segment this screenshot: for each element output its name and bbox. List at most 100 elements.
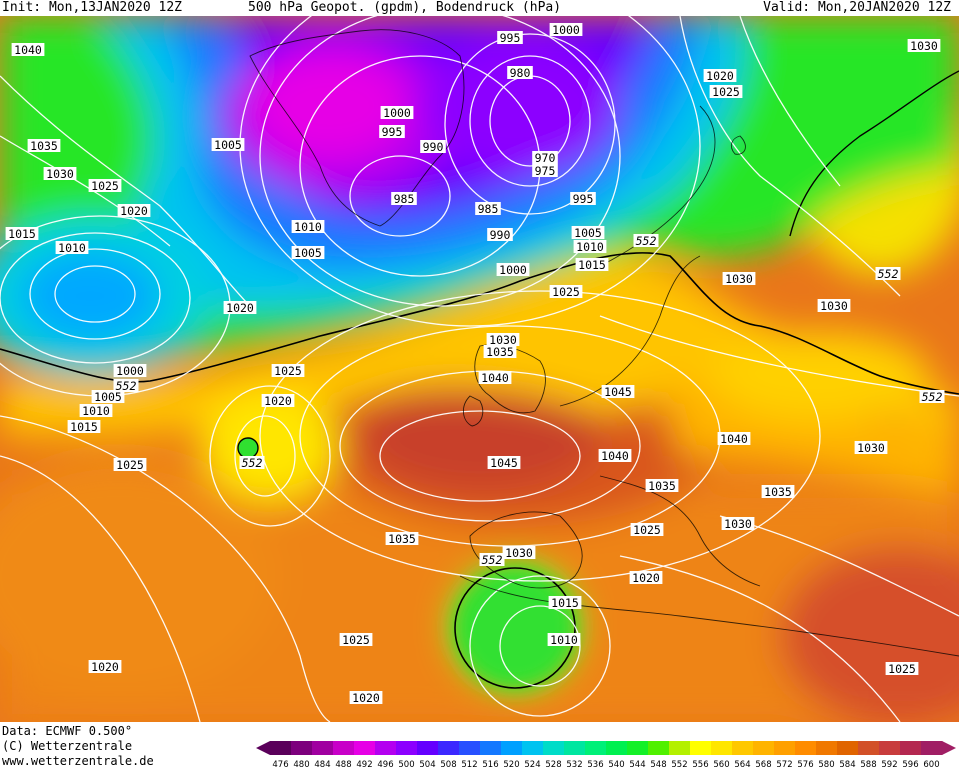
height-label: 552	[919, 390, 945, 404]
scale-cell	[627, 741, 649, 755]
isobar-label-text: 1025	[342, 633, 370, 647]
isobar-label-text: 1040	[720, 432, 748, 446]
isobar-label-text: 1005	[94, 390, 122, 404]
isobar-label: 1020	[88, 660, 122, 674]
scale-arrow-left	[256, 741, 270, 755]
isobar-label-text: 1015	[578, 258, 606, 272]
color-scale: 476 480 484 488 492 496 500 504 508 512 516 520 524 5…	[256, 741, 956, 770]
isobar-label-text: 985	[478, 202, 499, 216]
contour-552-east	[789, 70, 959, 237]
isobar-label-text: 1030	[46, 167, 74, 181]
isobar-label-text: 1040	[481, 371, 509, 385]
scale-cell	[879, 741, 901, 755]
scale-cell	[816, 741, 838, 755]
valid-time: Valid: Mon,20JAN2020 12Z	[763, 0, 951, 15]
scale-label: 532	[566, 760, 582, 770]
isobar-label: 1040	[11, 43, 45, 57]
isobar-label: 1020	[117, 204, 151, 218]
scale-cell	[480, 741, 502, 755]
isobar-label-text: 1035	[648, 479, 676, 493]
scale-cell	[921, 741, 943, 755]
coastlines	[249, 29, 959, 657]
isobar-label: 980	[507, 66, 533, 80]
scale-label: 492	[356, 760, 372, 770]
scale-label: 540	[608, 760, 624, 770]
height-label: 552	[239, 456, 265, 470]
isobar-label: 995	[497, 31, 523, 45]
isobar-label-text: 1000	[499, 263, 527, 277]
isobar-label-text: 1030	[505, 546, 533, 560]
scale-label: 520	[503, 760, 519, 770]
isobar-label-text: 1015	[8, 227, 36, 241]
isobar-label-text: 1025	[712, 85, 740, 99]
scale-cell	[606, 741, 628, 755]
isobar-label: 1030	[502, 546, 536, 560]
isobar-label-text: 1025	[888, 662, 916, 676]
scale-label: 524	[524, 760, 540, 770]
isobar-label-text: 1000	[552, 23, 580, 37]
scale-label: 552	[671, 760, 687, 770]
isobar-label-text: 1000	[383, 106, 411, 120]
isobar-label-text: 1005	[214, 138, 242, 152]
scale-label: 480	[293, 760, 309, 770]
scale-label: 560	[713, 760, 729, 770]
isobar-label-text: 990	[490, 228, 511, 242]
init-time: Init: Mon,13JAN2020 12Z	[2, 0, 183, 15]
isobar-label-text: 1030	[489, 333, 517, 347]
contour-552	[0, 252, 959, 395]
isobar-label-text: 1000	[116, 364, 144, 378]
isobar-label: 985	[475, 202, 501, 216]
scale-label: 528	[545, 760, 561, 770]
isobar-label-text: 1025	[274, 364, 302, 378]
scale-label: 496	[377, 760, 393, 770]
isobar-label-text: 1020	[91, 660, 119, 674]
isobar-label-text: 1010	[550, 633, 578, 647]
scale-cell	[732, 741, 754, 755]
isobar-label-text: 995	[500, 31, 521, 45]
scale-cell	[543, 741, 565, 755]
scale-label: 580	[818, 760, 834, 770]
isobar-label: 1030	[854, 441, 888, 455]
scale-label: 588	[860, 760, 876, 770]
scale-label: 584	[839, 760, 855, 770]
cutoff-low-atlantic	[238, 438, 258, 458]
isobar-label-text: 1025	[91, 179, 119, 193]
isobar-label: 975	[532, 164, 558, 178]
isobar-label-text: 1010	[82, 404, 110, 418]
isobar-label-text: 1025	[552, 285, 580, 299]
isobar-label-text: 980	[510, 66, 531, 80]
height-label-text: 552	[482, 553, 503, 567]
isobar-label: 1005	[291, 246, 325, 260]
isobar-label: 1035	[645, 479, 679, 493]
isobar-label-text: 1040	[14, 43, 42, 57]
website: www.wetterzentrale.de	[2, 754, 154, 768]
scale-label: 536	[587, 760, 603, 770]
scale-label: 564	[734, 760, 750, 770]
isobar-label: 1045	[487, 456, 521, 470]
isobar-label: 1010	[79, 404, 113, 418]
cutoff-low-mediterranean	[455, 568, 575, 688]
isobar-label: 1025	[885, 662, 919, 676]
data-source: Data: ECMWF 0.500°	[2, 724, 133, 738]
isobar-label-text: 1030	[910, 39, 938, 53]
isobar-label-text: 970	[535, 151, 556, 165]
isobar-label: 1020	[703, 69, 737, 83]
scale-label: 572	[776, 760, 792, 770]
isobar-label-text: 1035	[486, 345, 514, 359]
isobar-label-text: 1020	[706, 69, 734, 83]
isobar-label: 1000	[496, 263, 530, 277]
isobar-label: 1025	[339, 633, 373, 647]
isobar-label-text: 1015	[70, 420, 98, 434]
height-label: 552	[875, 267, 901, 281]
isobar-label: 1025	[630, 523, 664, 537]
height-label-text: 552	[636, 234, 657, 248]
isobar-label: 1035	[761, 485, 795, 499]
scale-cell	[900, 741, 922, 755]
height-label-text: 552	[878, 267, 899, 281]
scale-cell	[417, 741, 439, 755]
scale-label: 516	[482, 760, 498, 770]
isobar-label: 1020	[629, 571, 663, 585]
scale-label: 500	[398, 760, 414, 770]
isobar-label-layer: 1040103510301025102010151010102010001005…	[5, 23, 945, 705]
scale-cell	[501, 741, 523, 755]
